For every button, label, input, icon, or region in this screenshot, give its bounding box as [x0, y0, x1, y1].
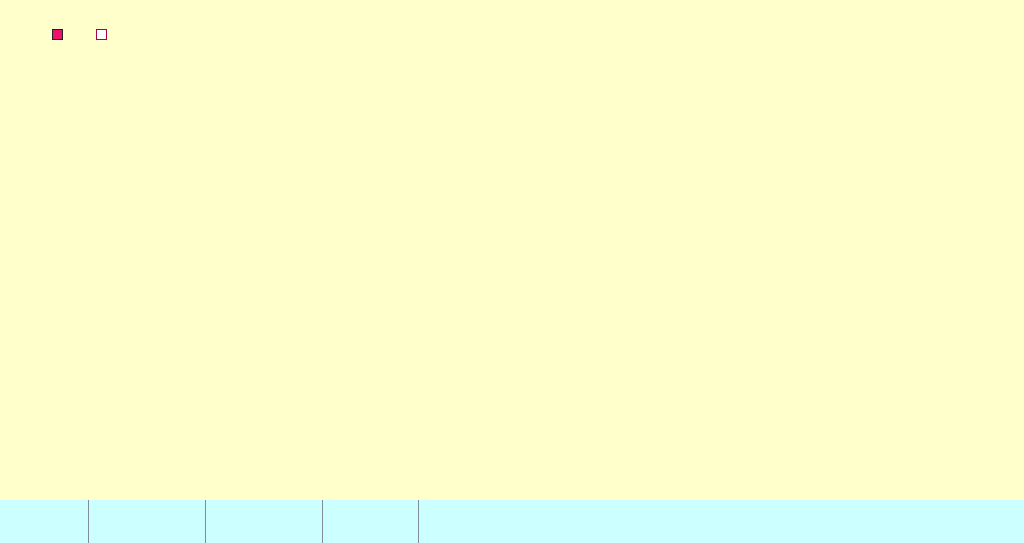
chart-area: [0, 0, 1024, 500]
month-average-swatch: [96, 28, 107, 40]
table-divider: [418, 500, 419, 543]
temperature-chart: [0, 0, 1024, 500]
table-divider: [322, 500, 323, 543]
temp-series-swatch: [52, 28, 63, 40]
statistics-table: [0, 500, 1024, 543]
table-divider: [88, 500, 89, 543]
chart-legend: [52, 27, 114, 41]
table-divider: [205, 500, 206, 543]
